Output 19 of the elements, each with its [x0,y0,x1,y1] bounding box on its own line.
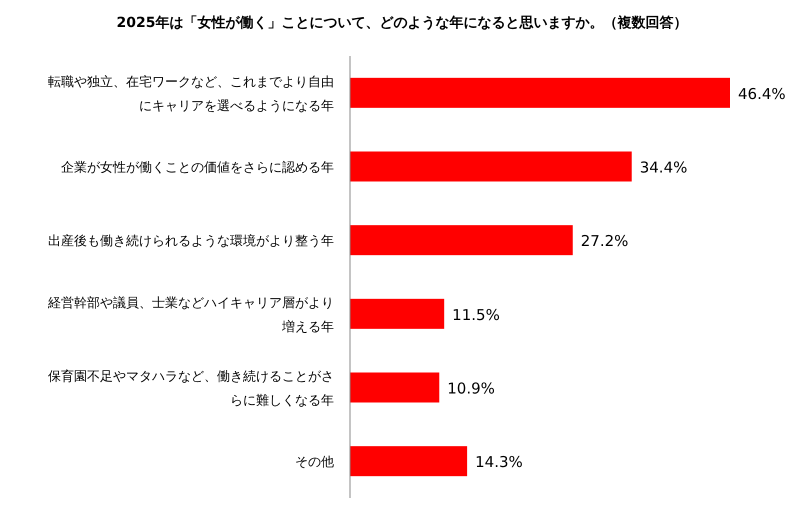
bar [350,225,573,256]
bar [350,298,444,329]
bar [350,446,468,476]
data-label: 14.3% [475,453,523,472]
data-label: 34.4% [640,158,688,176]
y-tick-label: 企業が女性が働くことの価値をさらに認める年 [61,160,334,176]
y-tick-label: 保育園不足やマタハラなど、働き続けることがさらに難しくなる年 [48,368,334,408]
y-tick-label: 経営幹部や議員、士業などハイキャリア層がより増える年 [47,296,334,335]
data-label: 11.5% [452,306,500,324]
data-label: 46.4% [738,84,786,103]
y-tick-label: その他 [295,455,334,470]
data-label: 27.2% [580,232,628,250]
chart-title: 2025年は「女性が働く」ことについて、どのような年になると思いますか。（複数回答） [116,14,688,31]
bar [350,372,440,402]
y-tick-label: 出産後も働き続けられるような環境がより整う年 [48,233,334,250]
y-tick-label: 転職や独立、在宅ワークなど、これまでより自由にキャリアを選べるようになる年 [48,74,334,114]
bar [350,78,730,108]
bar [350,152,632,182]
data-label: 10.9% [447,380,495,398]
